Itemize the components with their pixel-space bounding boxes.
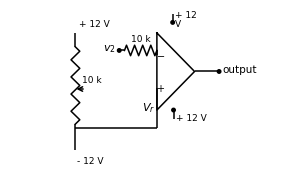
Text: 10 k: 10 k [82,76,102,85]
Text: output: output [223,65,257,75]
Text: $+$: $+$ [156,83,165,94]
Circle shape [118,49,121,52]
Text: - 12 V: - 12 V [77,157,104,166]
Text: + 12: + 12 [175,11,197,20]
Circle shape [171,21,174,24]
Text: + 12 V: + 12 V [79,20,110,29]
Text: 10 k: 10 k [131,35,150,44]
Circle shape [172,108,175,112]
Text: V: V [175,20,181,29]
Text: $V_r$: $V_r$ [141,101,155,115]
Text: $-$: $-$ [156,49,165,59]
Text: $v_2$: $v_2$ [103,44,116,56]
Text: + 12 V: + 12 V [176,114,207,123]
Circle shape [217,70,221,73]
